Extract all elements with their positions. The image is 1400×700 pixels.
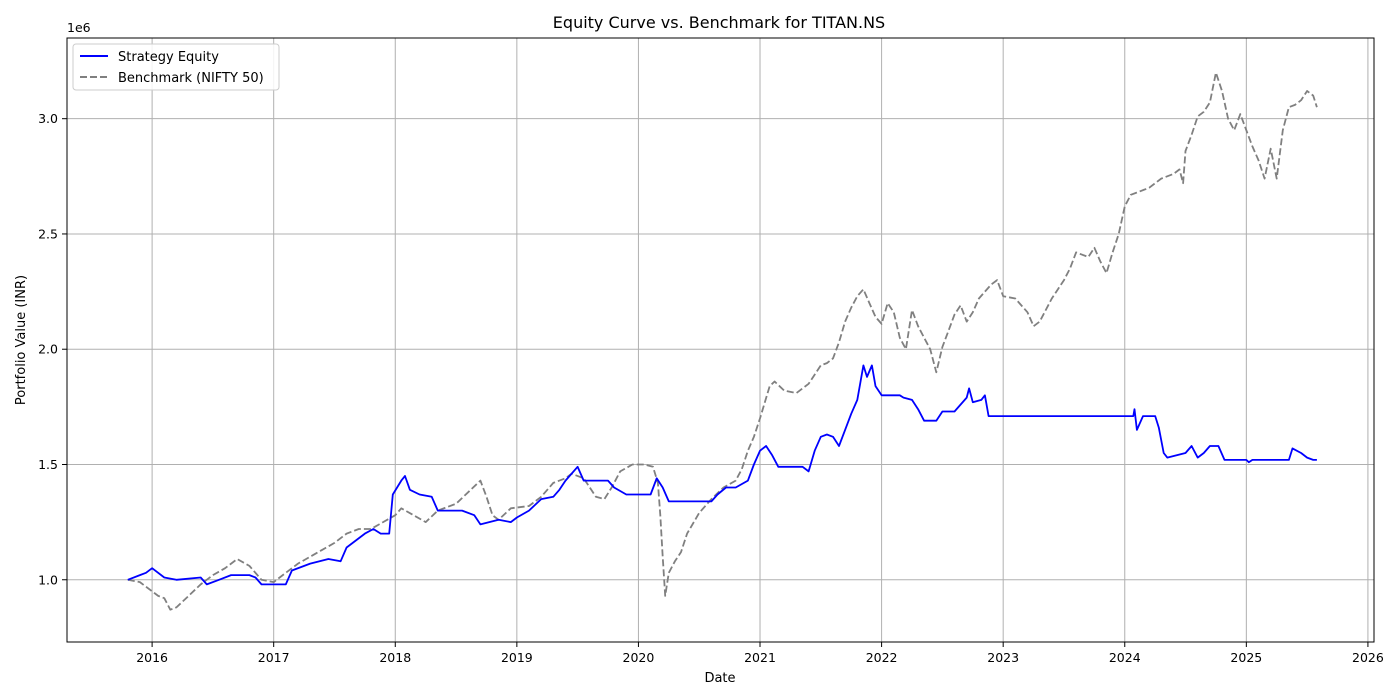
y-tick-label: 2.0 (38, 342, 58, 357)
y-scale-label: 1e6 (67, 20, 91, 35)
grid (67, 38, 1374, 642)
x-tick-label: 2026 (1352, 650, 1384, 665)
y-tick-label: 1.5 (38, 457, 58, 472)
y-tick-label: 1.0 (38, 572, 58, 587)
y-axis: 1.0 1.5 2.0 2.5 3.0 (38, 111, 67, 587)
x-tick-label: 2017 (258, 650, 290, 665)
series-layer (127, 71, 1318, 611)
x-tick-label: 2019 (501, 650, 533, 665)
strategy-equity-line (127, 364, 1317, 586)
x-tick-label: 2022 (866, 650, 898, 665)
chart-title: Equity Curve vs. Benchmark for TITAN.NS (553, 13, 885, 32)
x-axis: 2016 2017 2018 2019 2020 2021 2022 2023 2024 2025… (136, 642, 1384, 665)
legend: Strategy Equity Benchmark (NIFTY 50) (72, 43, 280, 91)
legend-benchmark-label: Benchmark (NIFTY 50) (118, 71, 264, 86)
x-tick-label: 2024 (1109, 650, 1141, 665)
x-tick-label: 2020 (623, 650, 655, 665)
legend-box (72, 43, 280, 91)
y-tick-label: 3.0 (38, 111, 58, 126)
legend-strategy-label: Strategy Equity (118, 50, 219, 65)
plot-frame (66, 37, 1375, 643)
x-tick-label: 2021 (744, 650, 776, 665)
x-tick-label: 2023 (987, 650, 1019, 665)
benchmark-line (127, 71, 1318, 611)
y-tick-label: 2.5 (38, 226, 58, 241)
y-axis-title: Portfolio Value (INR) (14, 275, 29, 405)
x-tick-label: 2025 (1230, 650, 1262, 665)
x-axis-title: Date (704, 671, 735, 686)
x-tick-label: 2018 (379, 650, 411, 665)
x-tick-label: 2016 (136, 650, 168, 665)
